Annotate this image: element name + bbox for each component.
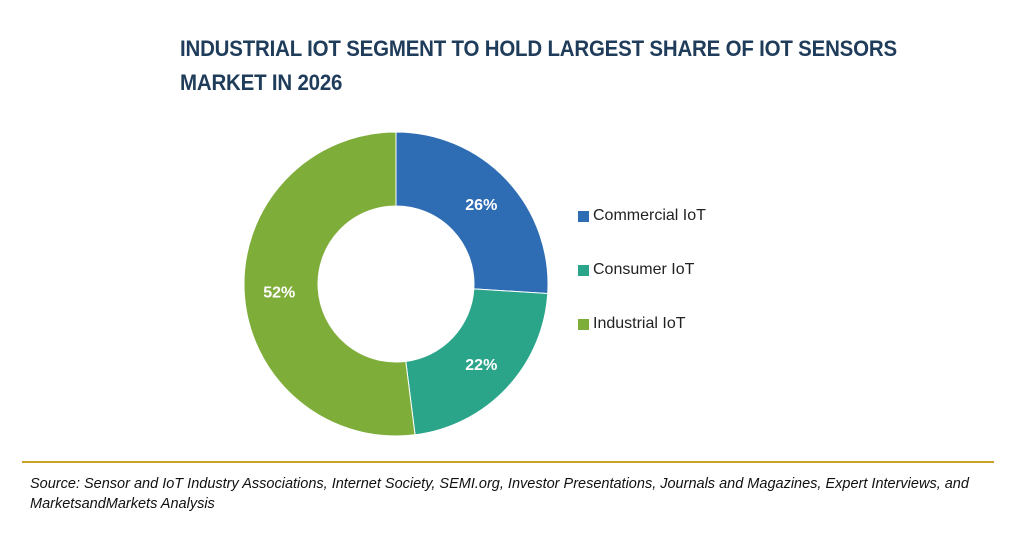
donut-slice-consumer-iot [405,288,549,436]
data-label: 52% [263,284,295,301]
donut-data-labels: 26% 22% 52% [263,197,497,374]
source-divider [22,461,994,463]
legend-label: Industrial IoT [593,315,686,332]
legend-swatch [578,210,589,222]
chart-legend: Commercial IoT Consumer IoT Industrial I… [578,205,706,367]
chart-title: INDUSTRIAL IOT SEGMENT TO HOLD LARGEST S… [180,36,897,95]
legend-swatch [578,318,589,330]
legend-item-commercial-iot: Commercial IoT [578,205,706,227]
legend-label: Commercial IoT [593,207,706,224]
donut-slices [243,131,549,437]
donut-slice-industrial-iot [243,131,416,437]
legend-item-industrial-iot: Industrial IoT [578,313,706,335]
legend-label: Consumer IoT [593,261,695,278]
legend-swatch [578,264,589,276]
data-label: 26% [465,197,497,214]
donut-slice-commercial-iot [395,131,549,295]
legend-item-consumer-iot: Consumer IoT [578,259,706,281]
source-note: Source: Sensor and IoT Industry Associat… [30,476,969,512]
data-label: 22% [465,357,497,374]
